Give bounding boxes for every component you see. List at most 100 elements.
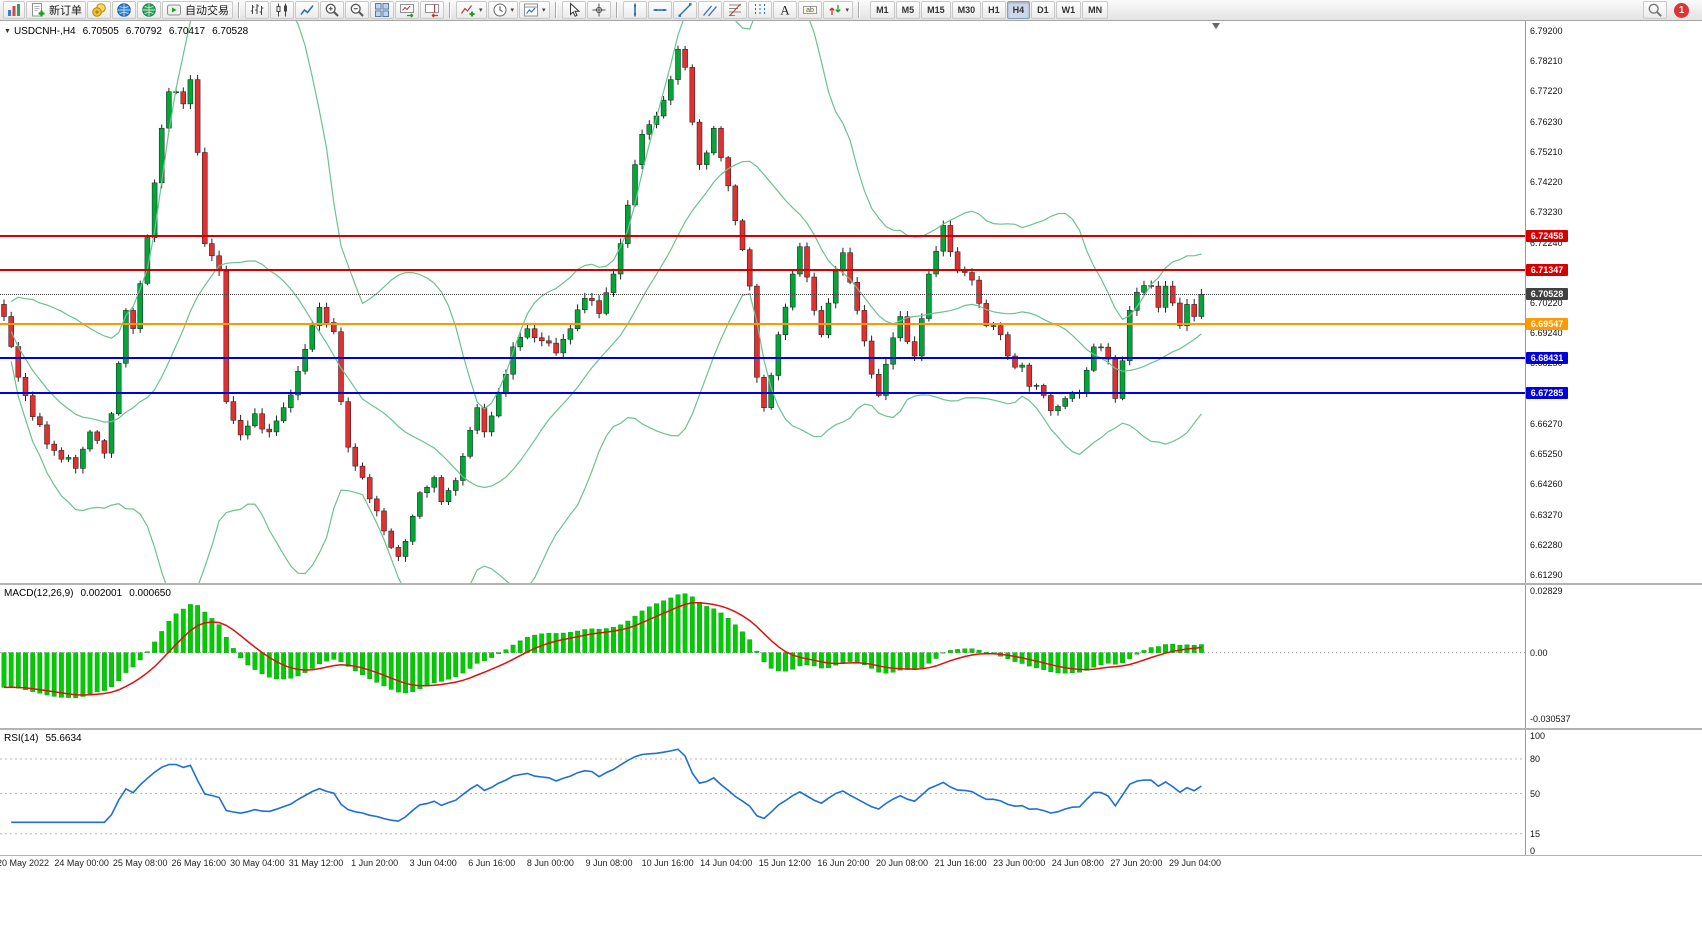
- rsi-axis-label: 15: [1530, 828, 1541, 839]
- time-axis-label: 1 Jun 20:00: [351, 858, 399, 868]
- cursor-button[interactable]: [561, 1, 586, 19]
- line-chart-button[interactable]: [295, 1, 319, 19]
- timeframe-button-h1[interactable]: H1: [982, 1, 1006, 19]
- candles-icon: [274, 2, 290, 18]
- timeframe-button-d1[interactable]: D1: [1031, 1, 1055, 19]
- cycle-lines-button[interactable]: [747, 1, 772, 19]
- arrows-button[interactable]: ▾: [822, 1, 854, 19]
- toolbar-separator: [449, 2, 451, 18]
- zoom-in-button[interactable]: [320, 1, 344, 19]
- tile-windows-button[interactable]: [370, 1, 394, 19]
- price-level-line-6.67285[interactable]: [0, 391, 1525, 394]
- price-level-line-6.71347[interactable]: [0, 268, 1525, 271]
- price-level-line-6.70528[interactable]: [0, 293, 1525, 295]
- panel-splitter[interactable]: [0, 728, 1702, 730]
- chart-shift-marker[interactable]: [1212, 23, 1220, 29]
- price-level-line-6.69547[interactable]: [0, 323, 1525, 326]
- price-level-line-6.72458[interactable]: [0, 234, 1525, 237]
- bar-chart-button[interactable]: [245, 1, 269, 19]
- timeframe-button-m15[interactable]: M15: [921, 1, 951, 19]
- timeframe-button-h4[interactable]: H4: [1006, 1, 1031, 19]
- price-axis-label: 6.66270: [1530, 418, 1563, 429]
- time-axis-label: 8 Jun 00:00: [526, 858, 574, 868]
- price-level-label: 6.70528: [1526, 288, 1568, 301]
- price-axis-label: 6.62280: [1530, 539, 1563, 550]
- zoom-in-icon: [324, 2, 340, 18]
- price-level-label: 6.72458: [1526, 229, 1568, 242]
- trend-icon: [677, 2, 693, 18]
- price-axis-label: 6.75210: [1530, 146, 1563, 157]
- toolbar-separator: [858, 2, 861, 18]
- price-axis-border: [1525, 21, 1526, 855]
- ohlc-open: 6.70505: [82, 26, 119, 37]
- price-axis-label: 6.72240: [1530, 237, 1563, 248]
- panel-splitter[interactable]: [0, 583, 1702, 585]
- chart-shift-button[interactable]: [420, 1, 444, 19]
- periods-button[interactable]: ▾: [487, 1, 519, 19]
- timeframe-toolbar: M1 M5 M15 M30 H1 H4 D1 W1 MN: [870, 1, 1109, 19]
- time-axis[interactable]: 20 May 2022 24 May 00:00 25 May 08:00 26 Ma…: [0, 856, 1702, 872]
- globe-green-button[interactable]: [137, 1, 161, 19]
- price-chart-canvas[interactable]: [0, 21, 1525, 583]
- indicators-button[interactable]: ▾: [456, 1, 487, 19]
- vertical-line-button[interactable]: [622, 1, 647, 19]
- line-icon: [299, 2, 315, 18]
- coins-button[interactable]: [87, 1, 111, 19]
- text-button[interactable]: A: [772, 1, 797, 19]
- symbol-menu-icon[interactable]: ▼: [4, 28, 11, 35]
- search-button[interactable]: [1643, 1, 1667, 19]
- timeframe-button-mn[interactable]: MN: [1082, 1, 1109, 19]
- autotrading-button[interactable]: 自动交易: [162, 1, 233, 19]
- price-axis-label: 6.63270: [1530, 509, 1563, 520]
- dropdown-caret-icon: ▾: [542, 6, 546, 14]
- timeframe-button-w1[interactable]: W1: [1055, 1, 1082, 19]
- fibonacci-button[interactable]: [722, 1, 747, 19]
- rsi-axis-label: 0: [1530, 846, 1536, 856]
- new-order-button[interactable]: 新订单: [26, 1, 86, 19]
- rsi-panel[interactable]: [0, 730, 1525, 855]
- price-level-line-6.68431[interactable]: [0, 357, 1525, 360]
- zoom-out-icon: [349, 2, 365, 18]
- app-icon: [3, 1, 25, 19]
- time-axis-label: 9 Jun 08:00: [585, 858, 633, 868]
- arrows-icon: [827, 2, 843, 18]
- macd-label: MACD(12,26,9): [4, 588, 74, 599]
- timeframe-button-m30[interactable]: M30: [951, 1, 982, 19]
- toolbar-separator: [238, 2, 240, 18]
- trendline-button[interactable]: [672, 1, 697, 19]
- rsi-axis-label: 50: [1530, 788, 1541, 799]
- price-axis-label: 6.78210: [1530, 56, 1563, 67]
- timeframe-button-m5[interactable]: M5: [895, 1, 921, 19]
- svg-text:ab: ab: [806, 7, 814, 14]
- rsi-axis-label: 80: [1530, 754, 1541, 764]
- new-order-button-label: 新订单: [49, 5, 82, 17]
- crosshair-button[interactable]: [586, 1, 611, 19]
- globe-blue-button[interactable]: [112, 1, 136, 19]
- coins-icon: [91, 2, 107, 18]
- macd-panel[interactable]: [0, 585, 1525, 728]
- price-level-label: 6.67285: [1526, 386, 1568, 399]
- new-order-icon: [30, 2, 46, 18]
- horizontal-line-button[interactable]: [647, 1, 672, 19]
- time-axis-label: 27 Jun 20:00: [1110, 858, 1163, 868]
- autoscroll-button[interactable]: [395, 1, 419, 19]
- template-icon: [523, 2, 539, 18]
- channel-button[interactable]: [697, 1, 722, 19]
- text-label-button[interactable]: ab: [797, 1, 822, 19]
- price-axis-label: 6.76230: [1530, 116, 1563, 127]
- notification-badge[interactable]: 1: [1674, 2, 1689, 18]
- cycles-icon: [752, 2, 768, 18]
- text-icon: A: [777, 2, 793, 18]
- autotrading-icon: [166, 2, 182, 18]
- globe-blue-icon: [116, 2, 132, 18]
- time-axis-label: 24 May 00:00: [54, 858, 109, 868]
- timeframe-button-m1[interactable]: M1: [870, 1, 895, 19]
- zoom-out-button[interactable]: [345, 1, 369, 19]
- macd-axis-label: 0.02829: [1530, 586, 1563, 596]
- templates-button[interactable]: ▾: [519, 1, 550, 19]
- candlestick-chart-button[interactable]: [270, 1, 294, 19]
- rsi-readout: RSI(14) 55.6634: [4, 733, 82, 744]
- bars-icon: [249, 2, 265, 18]
- rsi-value: 55.6634: [45, 733, 82, 744]
